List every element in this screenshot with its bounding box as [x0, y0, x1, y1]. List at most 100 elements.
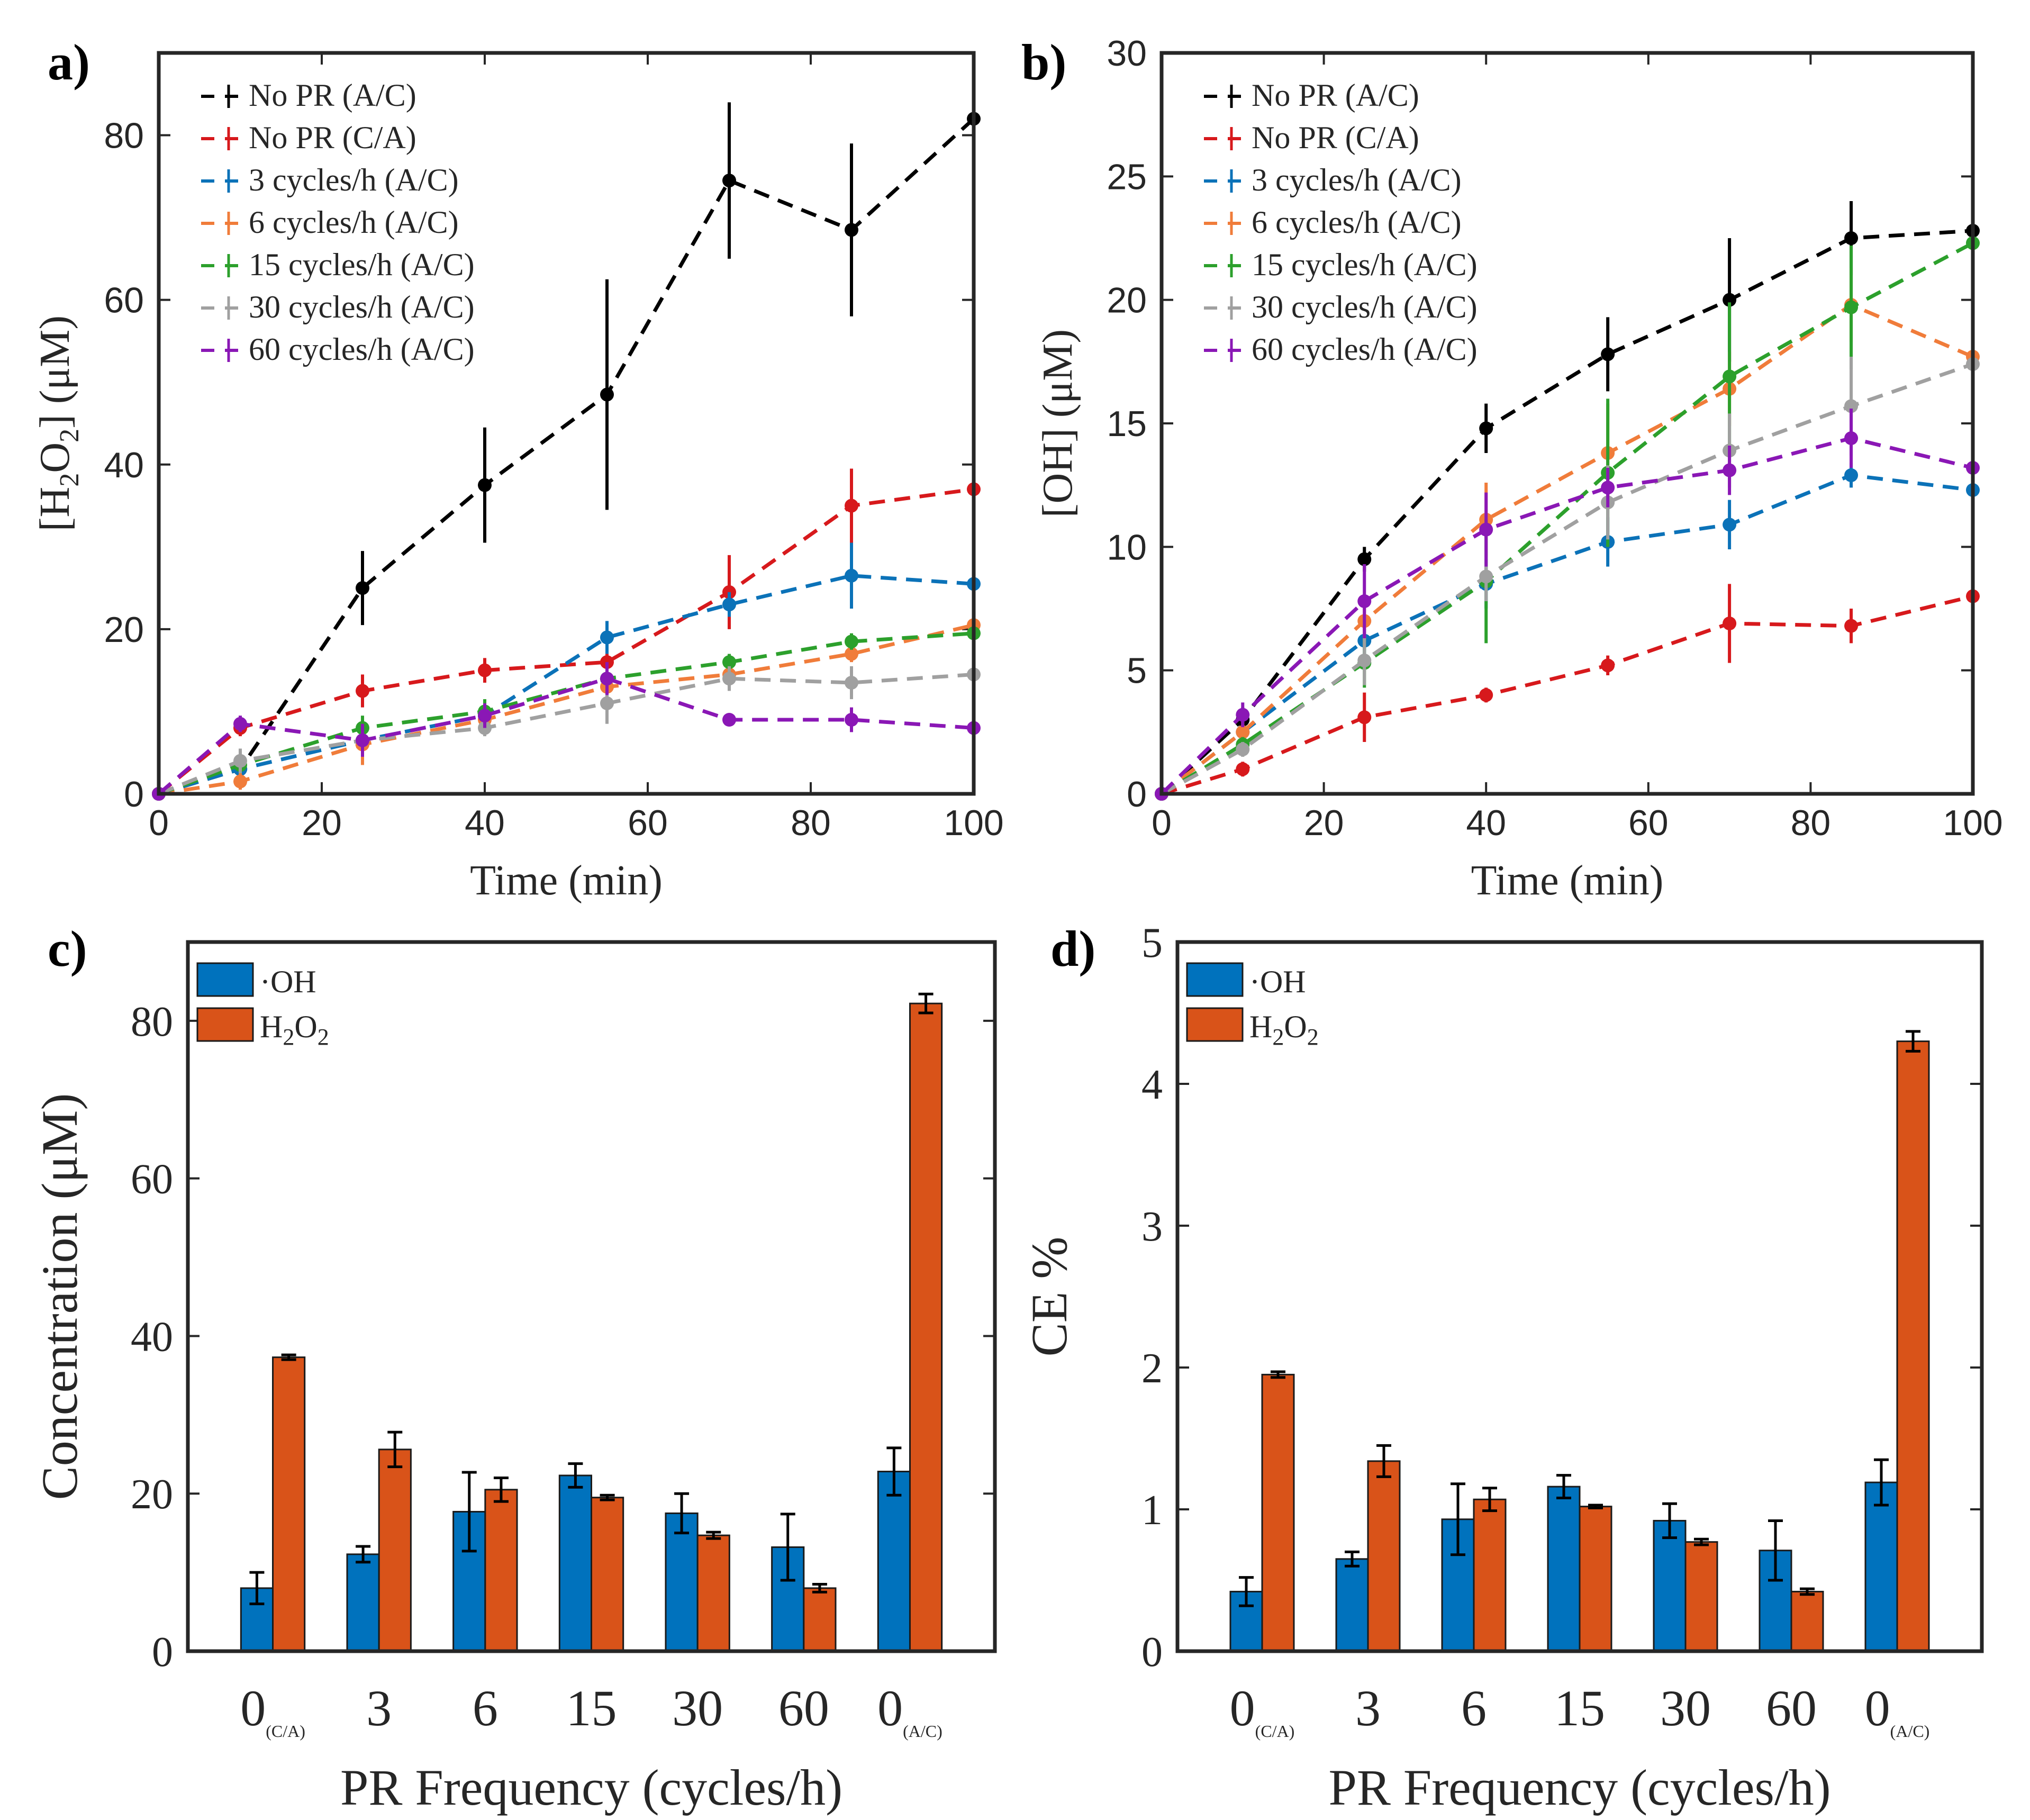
- x-tick-label: 60: [628, 803, 668, 843]
- legend: No PR (A/C) No PR (C/A) 3 cycles/h (A/C) 6 …: [1204, 78, 1478, 367]
- series-line: [1160, 436, 1973, 795]
- legend-label: H2O2: [1249, 1009, 1319, 1050]
- series-5: [152, 666, 981, 801]
- category-label: 6: [1461, 1680, 1487, 1736]
- data-point: [1723, 617, 1737, 630]
- bar: [1335, 1558, 1369, 1652]
- data-point: [1236, 708, 1250, 722]
- y-tick-label: 0: [1127, 774, 1147, 814]
- panel-label: a): [48, 34, 90, 90]
- y-tick-label: 80: [104, 116, 144, 156]
- data-point: [722, 713, 736, 727]
- data-point: [1236, 762, 1250, 776]
- legend-label: 3 cycles/h (A/C): [1252, 162, 1462, 197]
- x-tick-label: 100: [1943, 803, 2002, 843]
- x-tick-label: 20: [302, 803, 342, 843]
- legend-swatch: [196, 1007, 254, 1042]
- category-label: 0(C/A): [240, 1680, 305, 1741]
- legend-label: 6 cycles/h (A/C): [1252, 205, 1462, 240]
- series-6: [1155, 369, 1980, 801]
- legend-label: ·OH: [1249, 964, 1306, 999]
- legend-swatch: [1186, 1007, 1244, 1042]
- data-point: [233, 754, 247, 768]
- legend-label: H2O2: [260, 1009, 329, 1050]
- y-tick-label: 20: [104, 610, 144, 650]
- legend-label: 6 cycles/h (A/C): [249, 205, 459, 240]
- axes-frame: [157, 51, 976, 796]
- bar: [378, 1448, 412, 1652]
- panel-label: c): [48, 920, 87, 977]
- category-label: 0(C/A): [1230, 1680, 1295, 1741]
- y-tick-label: 10: [1107, 527, 1147, 567]
- x-tick-label: 40: [465, 803, 505, 843]
- category-label: 60: [1766, 1680, 1817, 1736]
- legend-label: ·OH: [260, 964, 316, 999]
- legend-label: 60 cycles/h (A/C): [249, 332, 475, 367]
- y-axis-label: Concentration (μM): [31, 1093, 88, 1500]
- data-point: [1357, 710, 1372, 725]
- y-tick-label: 15: [1107, 404, 1147, 444]
- data-point: [1844, 619, 1859, 633]
- y-axis-label: CE %: [1021, 1237, 1077, 1357]
- legend-swatch: [1186, 962, 1244, 997]
- bar: [591, 1497, 624, 1652]
- data-point: [478, 663, 492, 677]
- data-point: [1357, 552, 1372, 566]
- series-line: [158, 117, 975, 796]
- data-point: [1844, 431, 1859, 445]
- bar: [1473, 1498, 1507, 1652]
- y-tick-label: 4: [1141, 1062, 1163, 1108]
- category-label: 3: [366, 1680, 392, 1736]
- y-axis-label: [H2O2] (μM): [32, 315, 85, 531]
- data-point: [1844, 231, 1859, 245]
- series-line: [1160, 473, 1973, 795]
- y-tick-label: 20: [131, 1471, 173, 1518]
- bar: [272, 1356, 306, 1652]
- data-point: [1723, 369, 1737, 384]
- x-tick-label: 100: [944, 803, 1003, 843]
- x-tick-label: 20: [1304, 803, 1344, 843]
- y-tick-label: 0: [1141, 1629, 1163, 1676]
- series-line: [1161, 362, 1974, 796]
- legend-label: 60 cycles/h (A/C): [1252, 332, 1478, 367]
- bar: [1579, 1506, 1612, 1652]
- data-point: [845, 713, 858, 727]
- data-point: [722, 174, 736, 188]
- bar: [877, 1471, 911, 1652]
- series-6: [152, 662, 981, 801]
- data-point: [1479, 421, 1493, 436]
- data-point: [1357, 654, 1372, 667]
- bar: [909, 1002, 943, 1652]
- data-point: [845, 568, 858, 583]
- bar: [1261, 1373, 1295, 1652]
- category-label: 30: [1660, 1680, 1711, 1736]
- legend-label: 3 cycles/h (A/C): [249, 162, 459, 197]
- y-tick-label: 20: [1107, 280, 1147, 321]
- legend: ·OH H2O2: [196, 962, 329, 1050]
- data-point: [1601, 347, 1615, 361]
- data-point: [1479, 522, 1493, 537]
- data-point: [233, 774, 247, 789]
- x-tick-label: 0: [1152, 803, 1172, 843]
- bar: [1684, 1541, 1718, 1652]
- data-point: [1236, 743, 1250, 756]
- x-axis-label: Time (min): [1471, 857, 1664, 904]
- y-tick-label: 3: [1141, 1203, 1163, 1250]
- data-point: [600, 387, 614, 402]
- y-tick-label: 60: [131, 1156, 173, 1203]
- data-point: [1844, 399, 1859, 413]
- data-point: [1479, 569, 1493, 584]
- panel-label: d): [1050, 920, 1095, 977]
- x-axis-label: PR Frequency (cycles/h): [1328, 1759, 1830, 1816]
- series-line: [157, 487, 974, 795]
- legend-label: No PR (A/C): [1252, 78, 1419, 113]
- series-2: [152, 542, 981, 801]
- legend-label: 15 cycles/h (A/C): [1252, 247, 1478, 282]
- x-tick-label: 0: [149, 803, 169, 843]
- series-line: [158, 623, 974, 796]
- bar: [1864, 1481, 1898, 1652]
- data-point: [722, 672, 736, 686]
- y-tick-label: 1: [1141, 1487, 1163, 1534]
